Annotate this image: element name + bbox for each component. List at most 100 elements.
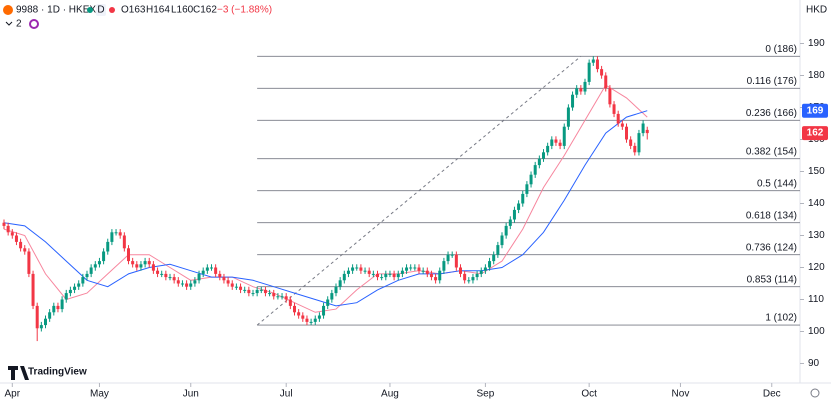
symbol-logo: [3, 5, 13, 15]
candle-body: [102, 251, 106, 262]
candle-body: [405, 267, 409, 271]
y-tick-label: 180: [808, 70, 825, 81]
candle-body: [189, 283, 193, 287]
ohlc: H164: [146, 5, 170, 16]
fib-label: 0.382 (154): [746, 146, 797, 157]
indicator-icon[interactable]: [29, 19, 39, 29]
candle-body: [571, 94, 575, 108]
candle-body: [550, 139, 554, 146]
x-tick-label: Aug: [381, 389, 399, 400]
candle-body: [388, 273, 392, 275]
candle-body: [293, 305, 296, 313]
candle-body: [23, 248, 27, 252]
candle-body: [6, 225, 10, 233]
candle-body: [376, 273, 379, 278]
currency[interactable]: HKD: [806, 5, 827, 16]
candle-body: [118, 232, 122, 236]
candle-body: [429, 273, 433, 278]
candle-body: [583, 81, 587, 92]
price-label-box: [802, 126, 828, 141]
candle-body: [52, 305, 56, 313]
candle-body: [591, 59, 595, 63]
candle-body: [243, 289, 247, 291]
candle-body: [413, 267, 417, 269]
collapse-icon[interactable]: [5, 21, 13, 26]
candle-body: [492, 254, 496, 262]
candle-body: [251, 293, 255, 295]
candle-body: [471, 277, 475, 281]
candle-body: [322, 305, 326, 316]
candle-body: [276, 296, 280, 298]
change: −3 (−1.88%): [217, 5, 272, 16]
candle-body: [566, 107, 570, 127]
candle-body: [317, 315, 321, 319]
brand-logo: [8, 366, 29, 380]
y-tick-label: 140: [808, 198, 825, 209]
candle-body: [637, 133, 641, 153]
candle-body: [579, 88, 583, 92]
candle-body: [446, 254, 450, 262]
candle-body: [222, 277, 226, 281]
candle-body: [77, 283, 81, 287]
candle-body: [351, 267, 355, 271]
candle-body: [533, 165, 537, 175]
candle-body: [97, 261, 101, 265]
candle-body: [400, 270, 404, 274]
candle-body: [612, 104, 616, 114]
candle-body: [280, 296, 284, 298]
candle-body: [525, 184, 529, 194]
ohlc: L160: [171, 5, 194, 16]
candle-body: [259, 289, 263, 291]
candle-body: [425, 270, 429, 274]
candle-body: [110, 232, 114, 242]
indicator-count[interactable]: 2: [16, 19, 22, 30]
candle-body: [363, 270, 367, 272]
candle-body: [234, 286, 238, 288]
candle-body: [135, 264, 139, 268]
candle-body: [309, 321, 313, 323]
candle-body: [239, 286, 243, 290]
x-tick-label: Sep: [477, 389, 495, 400]
candle-body: [330, 293, 334, 300]
candle-body: [301, 315, 305, 319]
candle-body: [39, 325, 43, 329]
candle-body: [64, 293, 68, 300]
candle-body: [147, 261, 151, 265]
settings-icon[interactable]: [810, 388, 820, 398]
ohlc: C162: [193, 5, 217, 16]
candle-body: [106, 241, 110, 252]
candle-body: [68, 289, 72, 294]
symbol[interactable]: 9988 · 1D · HKEX: [16, 5, 96, 16]
candle-body: [562, 126, 566, 146]
candle-body: [201, 270, 205, 274]
candle-body: [143, 261, 147, 265]
candle-body: [44, 318, 47, 326]
candle-body: [496, 245, 500, 255]
y-tick-label: 120: [808, 262, 825, 273]
candle-body: [89, 267, 93, 274]
candle-body: [629, 139, 633, 146]
candle-body: [488, 261, 492, 268]
candle-body: [31, 273, 35, 306]
x-tick-label: Nov: [672, 389, 690, 400]
candle-body: [558, 142, 562, 146]
x-tick-label: May: [90, 389, 109, 400]
candle-body: [608, 88, 612, 105]
candle-body: [19, 241, 23, 249]
candle-body: [160, 273, 164, 275]
candle-body: [85, 273, 89, 278]
candle-body: [537, 158, 541, 166]
candle-body: [409, 267, 413, 269]
candle-body: [438, 270, 442, 281]
x-tick-label: Oct: [581, 389, 597, 400]
candle-body: [604, 75, 608, 89]
brand[interactable]: TradingView: [28, 367, 87, 378]
y-tick-label: 90: [808, 358, 820, 369]
fib-label: 0.116 (176): [747, 76, 797, 87]
candle-body: [641, 123, 645, 134]
price-label: 162: [807, 128, 824, 139]
candle-body: [334, 286, 338, 294]
candle-body: [587, 62, 591, 82]
